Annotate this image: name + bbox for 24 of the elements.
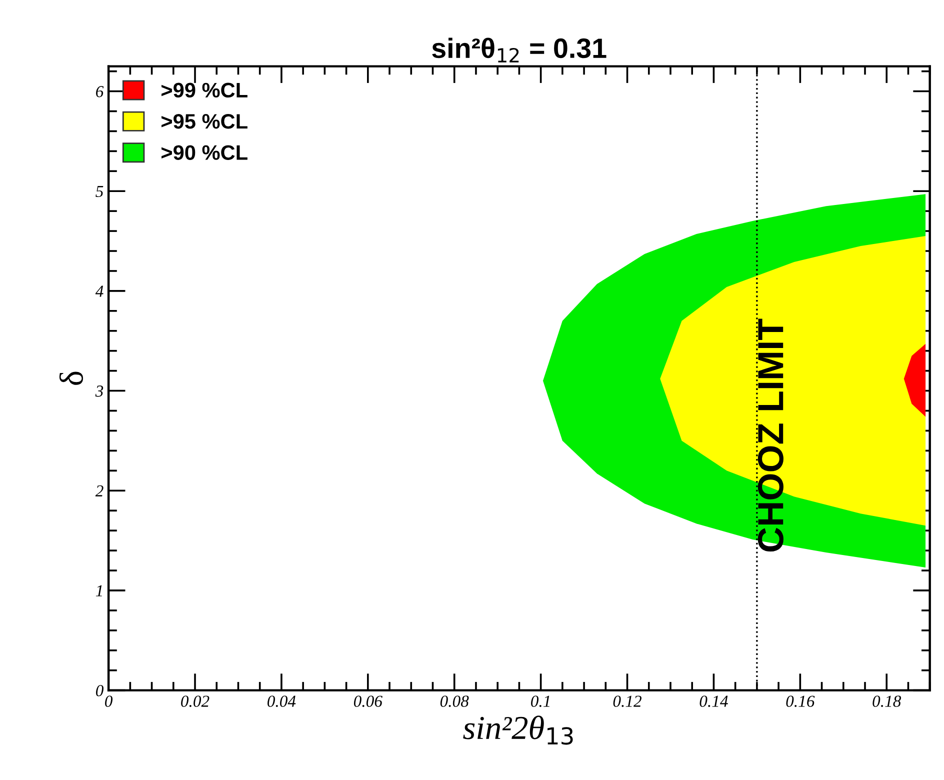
x-tick-label: 0.04	[268, 696, 296, 707]
y-tick-label: 5	[96, 186, 104, 198]
x-tick-label: 0.1	[531, 696, 550, 707]
y-tick-label: 4	[95, 286, 104, 297]
x-axis-title: sin²2θ$_{13}$	[463, 716, 573, 745]
x-tick-label: 0.18	[872, 696, 902, 707]
x-tick-label: 0.16	[786, 696, 815, 707]
y-tick-label: 2	[95, 485, 104, 496]
x-tick-label: 0.12	[613, 696, 642, 707]
y-tick-label: 6	[96, 86, 104, 98]
y-tick-label: 3	[95, 386, 104, 397]
x-tick-label: 0.02	[181, 696, 210, 707]
x-tick-label: 0.08	[440, 696, 469, 707]
legend-label: >99 %CL	[162, 82, 248, 98]
y-tick-label: 0	[96, 685, 104, 696]
y-tick-label: 1	[96, 585, 102, 596]
y-axis-title: δ	[59, 372, 84, 385]
legend-label: >90 %CL	[162, 145, 248, 160]
ref-line-label: CHOOZ LIMIT	[758, 318, 784, 552]
x-tick-label: 0.06	[354, 696, 382, 707]
legend-label: >95 %CL	[162, 114, 248, 129]
x-tick-label: 0.14	[700, 696, 728, 707]
x-tick-label: 0	[105, 696, 113, 707]
chart-title: sin²θ$_{12}$ = 0.31	[432, 38, 606, 62]
